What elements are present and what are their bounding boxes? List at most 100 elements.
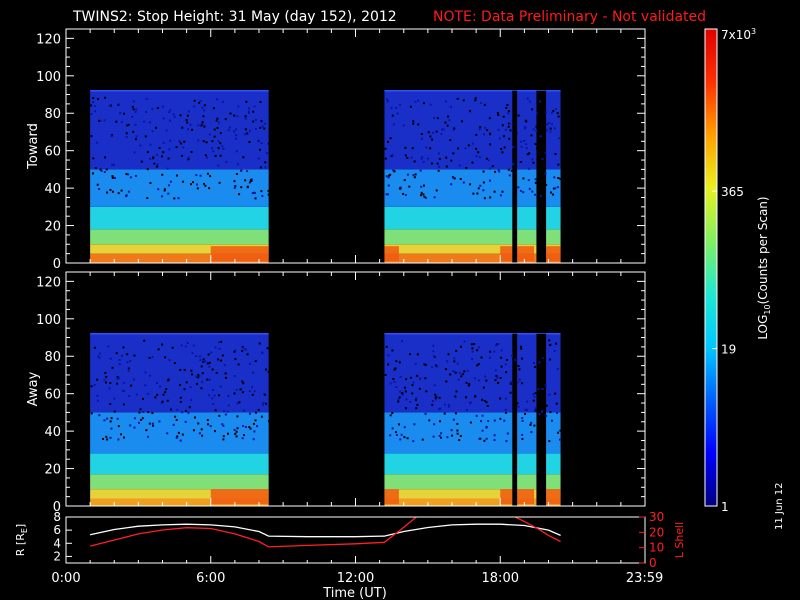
away-speckle [93, 384, 96, 387]
away-speckle [211, 368, 214, 371]
toward-speckle [543, 121, 546, 124]
away-speckle [458, 371, 461, 374]
away-speckle [213, 394, 216, 397]
toward-speckle [254, 197, 257, 200]
away-speckle [453, 370, 456, 373]
away-speckle [220, 340, 223, 343]
toward-speckle [534, 143, 537, 146]
toward-speckle [255, 118, 258, 121]
away-speckle [176, 408, 179, 411]
away-speckle [252, 422, 255, 425]
toward-speckle [132, 100, 135, 103]
toward-speckle [154, 126, 157, 129]
toward-speckle [550, 123, 553, 126]
toward-speckle [258, 148, 261, 151]
away-speckle [456, 429, 459, 432]
away-speckle [534, 407, 537, 410]
away-speckle [164, 356, 167, 359]
toward-speckle [153, 162, 156, 165]
away-speckle [243, 409, 246, 412]
toward-speckle [399, 187, 402, 190]
toward-speckle [167, 192, 170, 195]
away-speckle [148, 356, 151, 359]
toward-speckle [169, 180, 172, 183]
toward-speckle [235, 137, 238, 140]
toward-speckle [148, 121, 151, 124]
toward-speckle [222, 148, 225, 151]
toward-band-0-1 [90, 244, 269, 254]
away-speckle [218, 341, 221, 344]
away-ytick-label: 80 [44, 350, 61, 365]
away-speckle [221, 423, 224, 426]
away-speckle [391, 349, 394, 352]
toward-speckle [246, 132, 249, 135]
toward-speckle [506, 104, 509, 107]
away-speckle [500, 356, 503, 359]
away-speckle [534, 366, 537, 369]
away-speckle [208, 378, 211, 381]
away-hotspot-3 [546, 489, 561, 505]
toward-speckle [157, 188, 160, 191]
away-speckle [476, 364, 479, 367]
toward-speckle [228, 126, 231, 129]
away-speckle [457, 378, 460, 381]
away-speckle [90, 385, 93, 388]
toward-speckle [528, 100, 531, 103]
toward-speckle [181, 126, 184, 129]
away-speckle [440, 432, 443, 435]
toward-speckle [485, 157, 488, 160]
away-speckle [221, 354, 224, 357]
away-speckle [267, 370, 270, 373]
toward-speckle [264, 166, 267, 169]
away-speckle [542, 356, 545, 359]
toward-speckle [524, 119, 527, 122]
away-speckle [183, 368, 186, 371]
away-speckle [397, 400, 400, 403]
toward-speckle [422, 102, 425, 105]
toward-speckle [441, 128, 444, 131]
toward-speckle [260, 120, 263, 123]
toward-speckle [388, 174, 391, 177]
away-speckle [248, 412, 251, 415]
toward-speckle [103, 170, 106, 173]
toward-speckle [450, 183, 453, 186]
toward-speckle [474, 99, 477, 102]
toward-speckle [109, 188, 112, 191]
away-speckle [244, 425, 247, 428]
away-speckle [109, 436, 112, 439]
away-speckle [209, 425, 212, 428]
away-speckle [400, 392, 403, 395]
away-speckle [438, 396, 441, 399]
away-speckle [257, 408, 260, 411]
away-speckle [466, 369, 469, 372]
toward-speckle [204, 184, 207, 187]
toward-speckle [199, 174, 202, 177]
away-speckle [541, 410, 544, 413]
toward-speckle [162, 141, 165, 144]
away-speckle [251, 393, 254, 396]
toward-speckle [411, 147, 414, 150]
toward-speckle [201, 106, 204, 109]
away-speckle [467, 384, 470, 387]
away-speckle [144, 371, 147, 374]
away-speckle [510, 381, 513, 384]
toward-speckle [556, 112, 559, 115]
away-speckle [116, 375, 119, 378]
radius-line [89, 523, 561, 538]
away-speckle [206, 419, 209, 422]
away-speckle [505, 358, 508, 361]
away-speckle [421, 438, 424, 441]
away-speckle [485, 401, 488, 404]
away-speckle [505, 440, 508, 443]
radius-label-main: R [R [14, 533, 27, 556]
away-speckle [412, 381, 415, 384]
toward-ytick-label: 0 [53, 257, 61, 272]
away-speckle [106, 438, 109, 441]
away-speckle [196, 376, 199, 379]
away-speckle [489, 350, 492, 353]
toward-speckle [450, 159, 453, 162]
away-speckle [211, 388, 214, 391]
away-speckle [415, 397, 418, 400]
toward-speckle [259, 100, 262, 103]
